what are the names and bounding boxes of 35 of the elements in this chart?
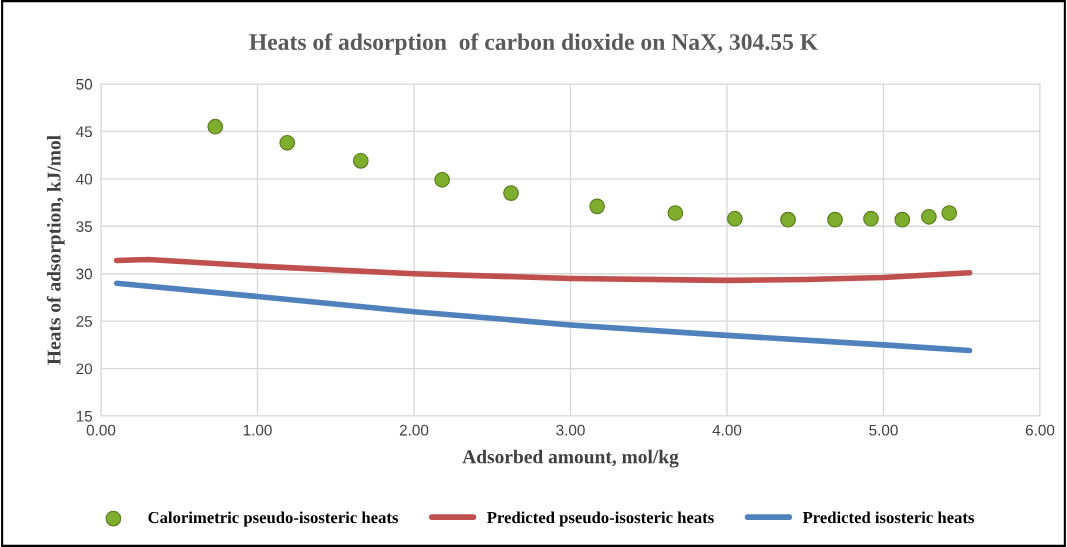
point (434, 171, 451, 188)
x-tick-label: 6.00 (1025, 424, 1055, 436)
x-tick-label: 0.00 (86, 424, 116, 436)
y-tick-label: 20 (76, 363, 93, 375)
x-axis-title: Adsorbed amount, mol/kg (462, 449, 679, 468)
point (589, 198, 605, 215)
point (863, 210, 879, 227)
point (667, 205, 684, 221)
x-tick-label: 3.00 (556, 424, 585, 436)
y-tick-label: 30 (76, 268, 93, 280)
x-tick-label: 1.00 (243, 424, 272, 436)
legend-label: Predicted pseudo-isosteric heats (487, 511, 714, 527)
x-tick-label: 2.00 (399, 424, 429, 436)
legend-label: Calorimetric pseudo-isosteric heats (148, 511, 399, 527)
y-tick-label: 15 (76, 411, 93, 422)
point (894, 211, 911, 228)
point (207, 118, 224, 135)
point (827, 211, 843, 228)
point (780, 211, 796, 228)
y-tick-label: 25 (76, 316, 93, 327)
y-axis-title: Heats of adsorption, kJ/mol (46, 135, 65, 365)
point (921, 208, 937, 225)
y-tick-label: 50 (76, 78, 93, 90)
y-tick-label: 45 (76, 126, 93, 138)
point (279, 134, 296, 151)
chart-title: Heats of adsorption of carbon dioxide on NaX, 304.55 K (249, 33, 818, 55)
y-tick-label: 35 (76, 221, 93, 232)
legend-label: Predicted isosteric heats (802, 511, 975, 524)
point (941, 205, 958, 221)
y-tick-label: 40 (76, 173, 93, 185)
point (726, 210, 743, 227)
point (352, 152, 369, 169)
x-tick-label: 4.00 (712, 424, 742, 436)
point (503, 185, 519, 201)
x-tick-label: 5.00 (869, 424, 898, 436)
